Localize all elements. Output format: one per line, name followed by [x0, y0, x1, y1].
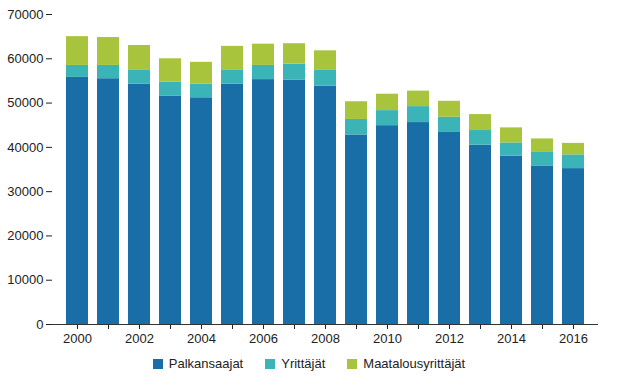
svg-text:70000: 70000: [7, 7, 43, 22]
html-text:Maatalousyrittäjät: Maatalousyrittäjät: [363, 356, 466, 371]
svg-text:2016: 2016: [559, 331, 588, 346]
svg-text:2010: 2010: [373, 331, 402, 346]
svg-text:2004: 2004: [187, 331, 216, 346]
svg-text:2006: 2006: [249, 331, 278, 346]
svg-text:50000: 50000: [7, 95, 43, 110]
html-text:Palkansaajat: Palkansaajat: [168, 356, 244, 371]
svg-text:20000: 20000: [7, 228, 43, 243]
svg-text:10000: 10000: [7, 272, 43, 287]
svg-text:60000: 60000: [7, 51, 43, 66]
svg-text:40000: 40000: [7, 140, 43, 155]
svg-text:2002: 2002: [125, 331, 154, 346]
svg-text:2014: 2014: [497, 331, 526, 346]
svg-text:0: 0: [36, 317, 43, 332]
svg-text:2008: 2008: [311, 331, 340, 346]
html-text:Yrittäjät: Yrittäjät: [281, 356, 326, 371]
svg-text:30000: 30000: [7, 184, 43, 199]
svg-text:2012: 2012: [435, 331, 464, 346]
svg-text:2000: 2000: [63, 331, 92, 346]
